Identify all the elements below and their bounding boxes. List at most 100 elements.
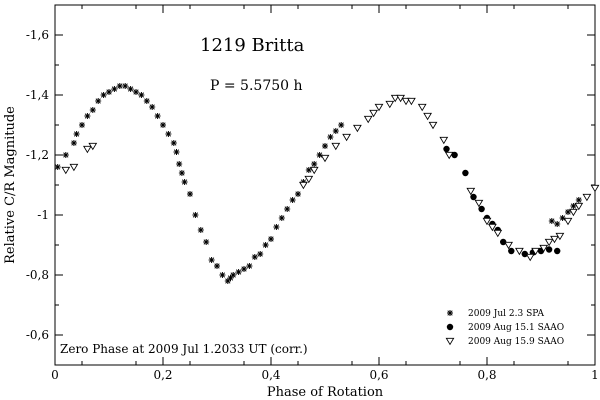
data-point-triangle xyxy=(428,121,438,130)
data-point-triangle xyxy=(69,163,79,172)
x-tick-label: 0,2 xyxy=(153,368,172,382)
data-point-asterisk xyxy=(143,98,150,104)
data-point-asterisk xyxy=(322,143,328,149)
data-point-asterisk xyxy=(289,197,296,203)
data-point-circle xyxy=(443,145,450,153)
data-points xyxy=(54,83,600,284)
y-tick-label: -1,4 xyxy=(26,88,50,102)
legend-label: 2009 Aug 15.1 SAAO xyxy=(468,323,564,333)
legend-marker-triangle xyxy=(445,337,455,346)
data-point-circle xyxy=(521,250,528,258)
zero-phase-note: Zero Phase at 2009 Jul 1.2033 UT (corr.) xyxy=(60,342,308,356)
data-point-triangle xyxy=(417,103,427,112)
data-point-asterisk xyxy=(332,128,339,134)
data-point-triangle xyxy=(363,115,373,124)
chart-title: 1219 Britta xyxy=(200,35,305,56)
data-point-asterisk xyxy=(305,167,312,173)
data-point-asterisk xyxy=(62,152,69,158)
data-point-triangle xyxy=(544,238,554,247)
data-point-asterisk xyxy=(89,107,96,113)
data-point-triangle xyxy=(488,223,497,232)
data-point-asterisk xyxy=(278,215,285,221)
legend-marker xyxy=(446,323,454,331)
data-point-asterisk xyxy=(246,263,253,269)
data-point-asterisk xyxy=(262,242,269,248)
data-point-asterisk xyxy=(106,89,112,95)
data-point-asterisk xyxy=(149,104,156,110)
data-point-asterisk xyxy=(192,212,199,218)
data-point-triangle xyxy=(550,235,559,244)
data-point-triangle xyxy=(563,217,573,226)
data-point-triangle xyxy=(369,109,378,118)
data-point-asterisk xyxy=(316,152,323,158)
legend-item-spa: 2009 Jul 2.3 SPA xyxy=(447,309,544,319)
data-point-circle xyxy=(462,169,469,177)
data-point-asterisk xyxy=(273,224,280,230)
data-point-asterisk xyxy=(122,83,129,89)
data-point-triangle xyxy=(474,199,484,208)
data-point-circle xyxy=(451,151,458,159)
data-point-circle xyxy=(500,238,507,246)
data-point-asterisk xyxy=(268,236,274,242)
data-point-triangle xyxy=(515,247,524,256)
data-point-asterisk xyxy=(54,164,61,170)
data-point-triangle xyxy=(590,184,600,193)
legend-label: 2009 Aug 15.9 SAAO xyxy=(468,337,564,347)
data-point-triangle xyxy=(61,166,71,175)
data-point-asterisk xyxy=(127,86,134,92)
data-point-asterisk xyxy=(138,92,145,98)
data-point-asterisk xyxy=(548,218,555,224)
data-point-triangle xyxy=(83,145,92,154)
data-point-asterisk xyxy=(154,113,161,119)
data-point-asterisk xyxy=(230,272,237,278)
data-point-asterisk xyxy=(327,134,334,140)
legend-label: 2009 Jul 2.3 SPA xyxy=(468,309,544,319)
data-point-triangle xyxy=(439,136,449,145)
data-point-triangle xyxy=(342,133,351,142)
data-point-asterisk xyxy=(100,92,107,98)
data-point-asterisk xyxy=(178,170,185,176)
data-point-asterisk xyxy=(257,251,264,257)
data-point-triangle xyxy=(555,232,565,241)
data-point-asterisk xyxy=(133,89,139,95)
x-axis-title: Phase of Rotation xyxy=(267,385,384,400)
data-point-asterisk xyxy=(165,131,172,137)
data-point-triangle xyxy=(320,154,330,163)
data-point-asterisk xyxy=(187,191,193,197)
data-point-circle xyxy=(478,205,485,213)
data-point-triangle xyxy=(574,202,584,211)
x-tick-label: 1 xyxy=(591,368,599,382)
data-point-asterisk xyxy=(181,179,188,185)
legend-marker-circle xyxy=(446,323,454,331)
data-point-asterisk xyxy=(575,197,582,203)
data-point-asterisk xyxy=(219,272,226,278)
data-point-triangle xyxy=(444,151,454,160)
period-label: P = 5.5750 h xyxy=(210,78,303,94)
y-tick-label: -1,6 xyxy=(26,28,49,42)
data-point-asterisk xyxy=(176,161,183,167)
data-point-asterisk xyxy=(235,269,242,275)
y-tick-label: -1,2 xyxy=(26,148,49,162)
data-point-triangle xyxy=(401,97,411,106)
data-point-circle xyxy=(545,246,553,253)
legend-item-saao-15-9: 2009 Aug 15.9 SAAO xyxy=(445,337,564,347)
data-point-triangle xyxy=(493,229,503,238)
data-point-triangle xyxy=(304,175,314,184)
data-point-asterisk xyxy=(84,113,91,119)
data-point-asterisk xyxy=(214,263,220,269)
data-point-asterisk xyxy=(111,86,118,92)
legend-marker-asterisk xyxy=(447,310,453,316)
y-tick-label: -0,6 xyxy=(26,328,49,342)
data-point-triangle xyxy=(88,142,98,151)
data-point-triangle xyxy=(531,247,540,256)
data-point-triangle xyxy=(569,208,578,217)
data-point-asterisk xyxy=(170,140,177,146)
data-point-triangle xyxy=(385,100,395,109)
data-point-triangle xyxy=(539,244,549,253)
data-point-triangle xyxy=(582,193,592,202)
data-point-asterisk xyxy=(251,254,258,260)
data-point-triangle xyxy=(466,187,476,196)
data-point-asterisk xyxy=(173,149,180,155)
data-point-asterisk xyxy=(160,122,166,128)
